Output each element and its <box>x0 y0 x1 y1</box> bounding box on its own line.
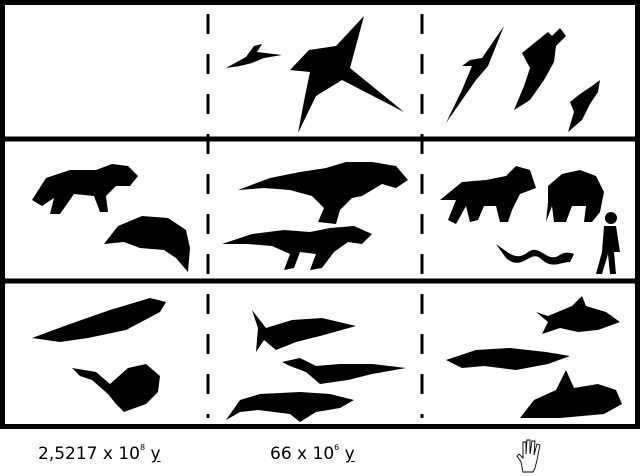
hawk-icon <box>568 80 600 132</box>
hyena-icon <box>546 170 604 222</box>
orca-icon <box>520 370 622 418</box>
wolf-icon <box>440 166 536 224</box>
caption-middle-mantissa: 66 x 10 <box>270 444 335 464</box>
albatross-icon <box>446 26 504 123</box>
caption-left-timescale: 2,5217 x 108 y <box>38 443 161 464</box>
gorgonopsid-icon <box>32 164 138 214</box>
caption-left-unit: y <box>150 444 161 464</box>
plesiosaur-icon <box>282 358 406 384</box>
caption-middle-exponent: 6 <box>334 443 340 452</box>
row-land <box>32 162 620 274</box>
theropod-icon <box>222 226 372 270</box>
eagle-icon <box>514 28 566 110</box>
pterosaur-large-icon <box>290 16 404 133</box>
dolphin-icon <box>446 348 570 370</box>
row-flying <box>226 16 600 133</box>
caption-left-mantissa: 2,5217 x 10 <box>38 444 140 464</box>
placodont-icon <box>72 364 160 412</box>
caption-middle-unit: y <box>344 444 355 464</box>
dicynodont-icon <box>104 216 190 272</box>
pterosaur-small-icon <box>226 44 282 68</box>
ichthyosaur-early-icon <box>32 298 166 342</box>
snake-icon <box>496 244 574 265</box>
caption-middle-timescale: 66 x 106 y <box>270 443 355 464</box>
grid-frame <box>0 0 640 429</box>
shark-icon <box>536 296 620 334</box>
caption-left-exponent: 8 <box>139 443 146 452</box>
ichthyosaur-icon <box>252 310 356 352</box>
human-icon <box>596 212 620 274</box>
tyrannosaur-icon <box>238 162 408 224</box>
hand-icon <box>516 439 541 473</box>
row-sea <box>32 296 622 422</box>
mosasaur-icon <box>226 392 354 422</box>
